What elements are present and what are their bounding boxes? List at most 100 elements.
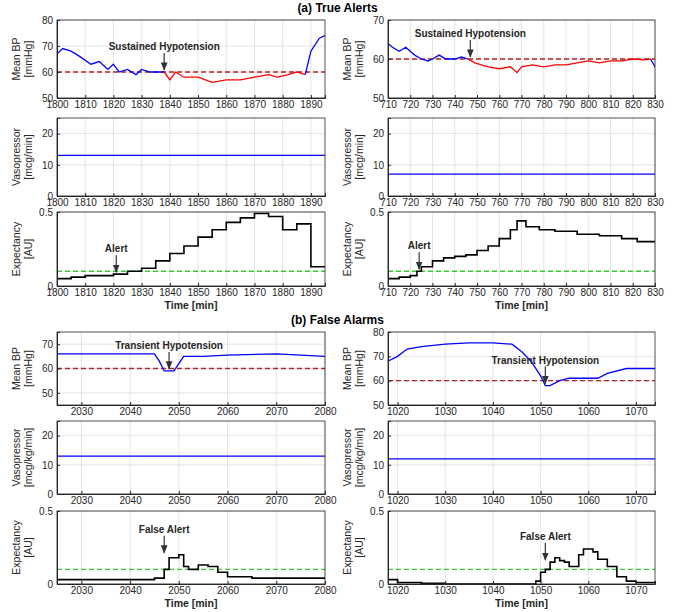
x-tick: 2070 bbox=[266, 402, 289, 417]
y-axis-line bbox=[389, 512, 392, 585]
y-axis-title: Mean BP[mmHg] bbox=[341, 37, 365, 80]
y-tick: 0 bbox=[47, 489, 60, 500]
grid-line-x bbox=[397, 421, 398, 494]
y-tick-mark bbox=[57, 196, 60, 197]
y-axis-line bbox=[58, 512, 61, 585]
x-tick: 730 bbox=[425, 95, 442, 110]
figure: (a) True Alerts(b) False Alarms180018101… bbox=[0, 0, 675, 612]
y-tick-label: 80 bbox=[373, 327, 385, 338]
y-axis-title-line: [mmHg] bbox=[353, 41, 365, 78]
x-tick-label: 1810 bbox=[75, 99, 98, 110]
x-axis-title: Time [min] bbox=[495, 299, 548, 311]
y-tick-label: 0 bbox=[378, 579, 384, 590]
grid-line-y bbox=[388, 380, 655, 381]
x-tick: 1850 bbox=[187, 193, 210, 208]
y-tick-label: 0.5 bbox=[39, 207, 53, 218]
grid-line-x bbox=[85, 118, 86, 196]
grid-line-x bbox=[397, 332, 398, 405]
x-tick: 810 bbox=[603, 95, 620, 110]
x-tick-mark bbox=[113, 95, 114, 98]
x-tick-label: 1030 bbox=[435, 585, 458, 596]
grid-line-x bbox=[454, 118, 455, 196]
grid-line-x bbox=[226, 20, 227, 98]
x-tick-label: 1050 bbox=[530, 495, 553, 506]
y-axis-title-line: [mmHg] bbox=[353, 350, 365, 387]
y-axis: 01020 bbox=[42, 422, 60, 500]
plot-background bbox=[388, 332, 655, 405]
grid-line-x bbox=[198, 118, 199, 196]
x-tick: 720 bbox=[402, 283, 419, 298]
y-tick-mark bbox=[57, 134, 60, 135]
x-tick-mark bbox=[254, 283, 255, 286]
x-tick-mark bbox=[541, 491, 542, 494]
grid-line-y bbox=[388, 464, 655, 465]
plot-area bbox=[388, 549, 655, 584]
y-tick: 0.5 bbox=[370, 506, 391, 517]
x-tick: 1040 bbox=[482, 581, 505, 596]
y-tick-mark bbox=[388, 356, 391, 357]
annotation-arrow bbox=[164, 536, 165, 553]
x-tick-mark bbox=[636, 491, 637, 494]
x-tick: 2050 bbox=[168, 581, 191, 596]
x-tick-label: 790 bbox=[558, 197, 575, 208]
series-line bbox=[57, 155, 325, 156]
x-tick-mark bbox=[455, 283, 456, 286]
x-tick-label: 720 bbox=[402, 287, 419, 298]
grid bbox=[57, 511, 325, 584]
annotation-text: False Alert bbox=[520, 531, 571, 542]
x-tick: 1030 bbox=[435, 402, 458, 417]
x-tick-label: 1860 bbox=[216, 99, 239, 110]
y-tick-label: 80 bbox=[42, 15, 54, 26]
grid-line-x bbox=[141, 20, 142, 98]
x-tick-mark bbox=[588, 95, 589, 98]
plot-background bbox=[57, 332, 325, 405]
annotation-arrow bbox=[168, 352, 169, 369]
x-tick-mark bbox=[410, 283, 411, 286]
grid-line-y bbox=[388, 59, 655, 60]
annotation-text: Alert bbox=[408, 240, 431, 251]
x-tick-label: 2080 bbox=[314, 406, 337, 417]
y-tick-label: 0.5 bbox=[370, 506, 384, 517]
x-tick: 1020 bbox=[387, 581, 410, 596]
x-tick-mark bbox=[633, 193, 634, 196]
grid-line-x bbox=[397, 511, 398, 584]
x-tick: 1050 bbox=[530, 491, 553, 506]
x-tick: 1060 bbox=[578, 491, 601, 506]
y-tick: 10 bbox=[42, 460, 60, 471]
y-tick-mark bbox=[57, 393, 60, 394]
x-axis: 1800181018201830184018501860187018801890 bbox=[46, 283, 325, 298]
grid-line-y bbox=[57, 164, 325, 165]
grid-line-x bbox=[113, 20, 114, 98]
y-axis-title-line: Mean BP bbox=[341, 347, 353, 390]
series-line bbox=[468, 59, 650, 73]
y-tick-mark bbox=[57, 20, 60, 21]
y-tick-label: 10 bbox=[373, 460, 385, 471]
y-tick-mark bbox=[57, 344, 60, 345]
x-tick-mark bbox=[254, 95, 255, 98]
x-tick: 1040 bbox=[482, 402, 505, 417]
series-line bbox=[57, 36, 325, 75]
x-tick: 1830 bbox=[131, 95, 154, 110]
y-axis-title-line: [mcg/min] bbox=[22, 134, 34, 180]
x-tick-label: 740 bbox=[447, 197, 464, 208]
threshold-line bbox=[388, 380, 655, 381]
y-tick-mark bbox=[57, 165, 60, 166]
y-tick: 0 bbox=[378, 281, 391, 292]
plot-area bbox=[57, 555, 325, 580]
x-tick: 790 bbox=[558, 283, 575, 298]
y-tick-label: 70 bbox=[373, 351, 385, 362]
plot-background bbox=[388, 118, 655, 196]
panel: 203020402050206020702080506070Mean BP[mm… bbox=[10, 332, 337, 417]
x-tick-mark bbox=[179, 491, 180, 494]
x-tick-mark bbox=[588, 193, 589, 196]
series-line bbox=[57, 354, 325, 371]
threshold-line bbox=[57, 71, 325, 72]
x-tick-mark bbox=[566, 95, 567, 98]
y-axis-title-line: Vasopressor bbox=[341, 428, 353, 487]
panel: 20302040205020602070208000.5Expectancy[A… bbox=[10, 506, 337, 609]
y-axis-title-line: Mean BP bbox=[10, 37, 22, 80]
x-tick-mark bbox=[179, 581, 180, 584]
plot-frame bbox=[57, 421, 325, 494]
annotation-text: Alert bbox=[105, 243, 128, 254]
y-tick-label: 60 bbox=[373, 54, 385, 65]
